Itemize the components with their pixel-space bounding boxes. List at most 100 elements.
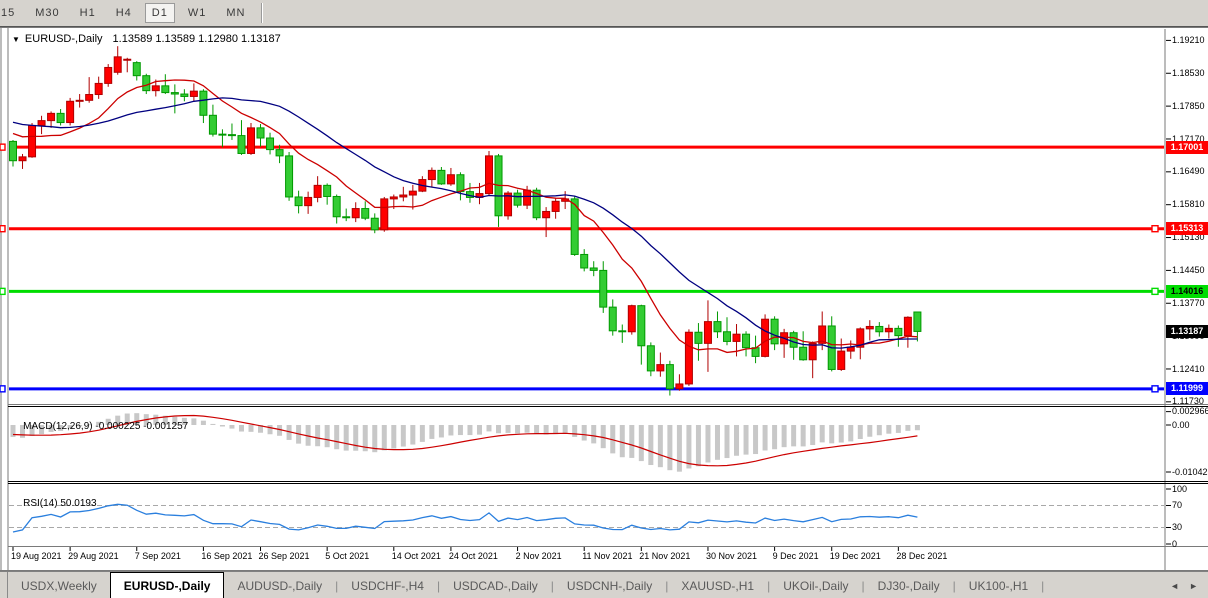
macd-bar [572, 425, 578, 437]
timeframe-button-15[interactable]: 15 [1, 7, 16, 19]
macd-panel [10, 413, 920, 472]
hline-price-label: 1.11999 [1166, 382, 1208, 396]
rsi-indicator-name: RSI(14) [23, 498, 58, 509]
price-tick-label: 1.16490 [1172, 166, 1205, 177]
macd-bar [534, 425, 540, 435]
macd-bar [676, 425, 682, 472]
tab-scroll-controls: ◄ ► [1170, 572, 1208, 598]
chart-tab-audusd-daily[interactable]: AUDUSD-,Daily [237, 578, 323, 593]
hline-right-handle[interactable] [1151, 225, 1159, 233]
price-tick-label: 1.17170 [1172, 133, 1205, 144]
macd-bar [581, 425, 587, 441]
macd-bar [543, 425, 549, 435]
tab-separator: | [436, 578, 441, 593]
hline-price-label: 1.17001 [1166, 140, 1208, 154]
macd-bar [200, 420, 206, 425]
macd-bar [781, 425, 787, 448]
tab-scroll-left-icon[interactable]: ◄ [1170, 580, 1180, 591]
macd-bar [591, 425, 597, 444]
chart-tab-xauusd-h1[interactable]: XAUUSD-,H1 [681, 578, 755, 593]
rsi-panel [9, 503, 1164, 533]
macd-bar [505, 425, 511, 433]
macd-bar [838, 425, 844, 443]
macd-bar [162, 415, 168, 425]
macd-bar [848, 425, 854, 442]
time-axis[interactable] [12, 547, 899, 551]
price-tick-label: 1.12410 [1172, 363, 1205, 374]
macd-bar [96, 421, 102, 425]
macd-bar [486, 425, 492, 432]
macd-bar [867, 425, 873, 437]
chart-tab-uk100-h1[interactable]: UK100-,H1 [968, 578, 1029, 593]
price-tick-label: 1.19210 [1172, 34, 1205, 45]
rsi-axis-label: 0 [1172, 538, 1178, 549]
macd-bar [562, 425, 568, 434]
macd-bar [39, 425, 45, 435]
price-tick-label: 1.15810 [1172, 199, 1205, 210]
macd-bar [124, 413, 130, 425]
macd-bar [334, 425, 340, 450]
chart-tabs-bar: USDX,Weekly EURUSD-,Daily AUDUSD-,Daily | US… [0, 571, 1208, 598]
timeframe-toolbar: 15 M30 H1 H4 D1 W1 MN [0, 0, 1208, 27]
macd-bar [229, 425, 235, 429]
tab-separator: | [861, 578, 865, 593]
hline-left-handle[interactable] [0, 143, 6, 151]
macd-axis-label: 0.00 [1172, 419, 1190, 430]
chart-tab-eurusd-daily[interactable]: EURUSD-,Daily [109, 572, 225, 598]
macd-bar [277, 425, 283, 436]
chart-dropdown-icon[interactable]: ▼ [12, 35, 20, 44]
chart-tab-usdcad-daily[interactable]: USDCAD-,Daily [453, 578, 538, 593]
chart-tab-ukoil-daily[interactable]: UKOil-,Daily [783, 578, 849, 593]
chart-tab-usdx-weekly[interactable]: USDX,Weekly [21, 578, 97, 593]
tab-separator: | [952, 578, 956, 593]
macd-bar [705, 425, 711, 463]
hline-left-handle[interactable] [0, 287, 6, 296]
macd-indicator-values: -0.000225 -0.001257 [95, 421, 189, 432]
timeframe-button-w1[interactable]: W1 [187, 7, 207, 19]
timeframe-button-h1[interactable]: H1 [79, 7, 96, 19]
chart-tab-usdcnh-daily[interactable]: USDCNH-,Daily [566, 578, 653, 593]
hline-left-handle[interactable] [0, 385, 6, 393]
horizontal-line-objects[interactable] [0, 143, 1164, 393]
macd-bar [258, 425, 264, 433]
tab-scroll-right-icon[interactable]: ► [1189, 580, 1198, 591]
macd-bar [381, 425, 387, 451]
timeframe-button-mn[interactable]: MN [226, 7, 246, 19]
macd-bar [686, 425, 692, 469]
hline-left-handle[interactable] [0, 225, 6, 233]
macd-bar [67, 425, 73, 429]
macd-bar [438, 425, 444, 438]
hline-price-label: 1.14016 [1166, 284, 1208, 298]
macd-bar [315, 425, 321, 447]
price-axis[interactable] [1166, 39, 1171, 545]
timeframe-button-d1[interactable]: D1 [144, 3, 175, 23]
chart-tab-dj30-daily[interactable]: DJ30-,Daily [877, 578, 940, 593]
macd-bar [400, 425, 406, 447]
macd-bar [105, 418, 111, 425]
date-tick-label: 2 Nov 2021 [515, 551, 562, 561]
rsi-panel-label: RSI(14) 50.0193 [12, 487, 96, 520]
macd-bar [372, 425, 378, 453]
macd-bar [734, 425, 740, 456]
date-tick-label: 16 Sep 2021 [201, 551, 253, 561]
timeframe-button-m30[interactable]: M30 [35, 7, 60, 19]
rsi-axis-label: 100 [1172, 483, 1188, 494]
macd-bar [524, 425, 530, 433]
macd-bar [876, 425, 882, 436]
hline-right-handle[interactable] [1151, 385, 1159, 393]
timeframe-button-h4[interactable]: H4 [115, 7, 132, 19]
chart-tab-usdchf-h4[interactable]: USDCHF-,H4 [351, 578, 424, 593]
date-tick-label: 29 Aug 2021 [68, 551, 119, 561]
tab-separator: | [665, 578, 669, 593]
hline-right-handle[interactable] [1151, 287, 1159, 296]
price-tick-label: 1.14450 [1172, 264, 1205, 275]
rsi-line [12, 503, 918, 533]
tab-separator: | [335, 578, 339, 593]
price-tick-label: 1.11730 [1172, 396, 1204, 407]
macd-bar [219, 425, 225, 427]
date-tick-label: 21 Nov 2021 [639, 551, 691, 561]
macd-bar [153, 414, 159, 425]
macd-bar [343, 425, 349, 451]
macd-bar [476, 425, 482, 435]
